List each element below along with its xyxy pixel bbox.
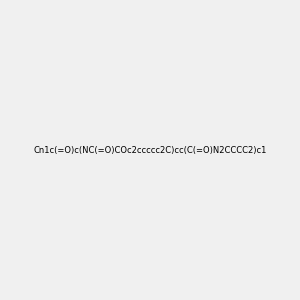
Text: Cn1c(=O)c(NC(=O)COc2ccccc2C)cc(C(=O)N2CCCC2)c1: Cn1c(=O)c(NC(=O)COc2ccccc2C)cc(C(=O)N2CC… — [33, 146, 267, 154]
